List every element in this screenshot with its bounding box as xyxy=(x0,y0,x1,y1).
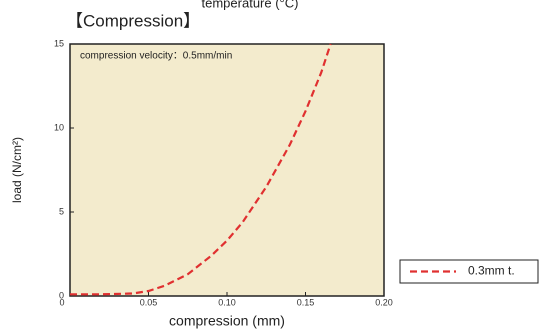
x-tick-label: 0.15 xyxy=(297,297,315,307)
legend-label: 0.3mm t. xyxy=(468,264,515,278)
plot-frame xyxy=(69,43,385,297)
y-tick-label: 5 xyxy=(59,206,64,216)
chart-title: 【Compression】 xyxy=(66,11,200,30)
x-tick-label: 0.10 xyxy=(218,297,236,307)
y-tick-label: 0 xyxy=(59,290,64,300)
plot-area xyxy=(70,44,384,296)
y-axis-label: load (N/cm²) xyxy=(10,137,24,203)
legend: 0.3mm t. xyxy=(399,259,539,284)
annotation: compression velocity：0.5mm/min xyxy=(80,51,232,62)
x-tick-label: 0.05 xyxy=(140,297,158,307)
y-tick-label: 10 xyxy=(54,122,64,132)
x-axis-label: compression (mm) xyxy=(169,313,285,329)
y-tick-label: 15 xyxy=(54,38,64,48)
legend-box xyxy=(399,259,539,284)
x-tick-label: 0.20 xyxy=(375,297,393,307)
x-tick-label: 0 xyxy=(59,297,64,307)
data-line xyxy=(70,43,332,296)
header-text: temperature (°C) xyxy=(202,0,299,10)
